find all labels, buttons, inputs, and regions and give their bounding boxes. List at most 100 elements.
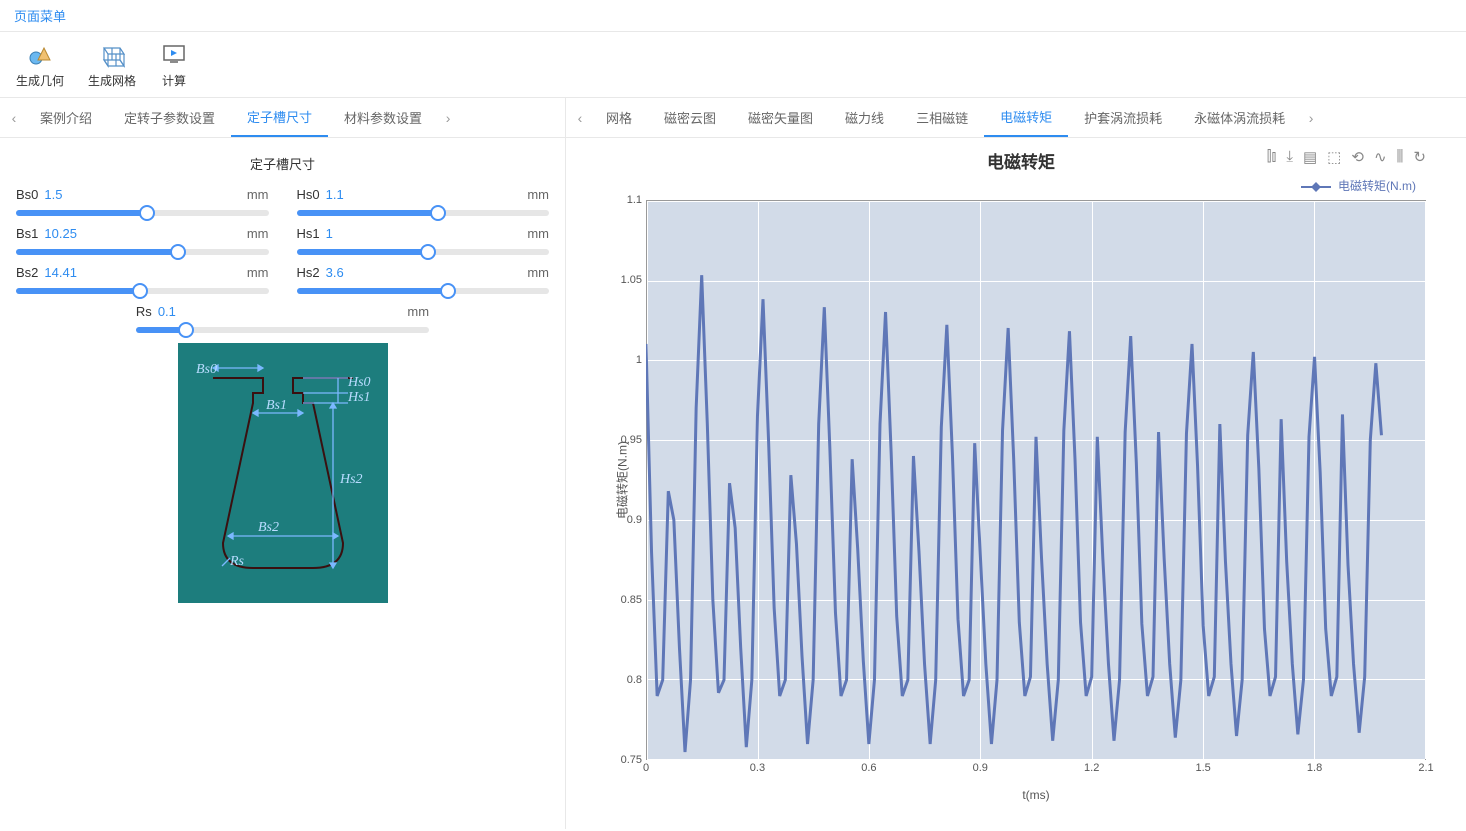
slider-unit: mm bbox=[247, 187, 269, 202]
slider-track[interactable] bbox=[297, 210, 550, 216]
left-nav-left[interactable]: ‹ bbox=[4, 110, 24, 126]
toolbar: 生成几何 生成网格 计算 bbox=[0, 32, 1466, 98]
slider-value: 14.41 bbox=[44, 265, 77, 280]
left-tab-1[interactable]: 定转子参数设置 bbox=[108, 98, 231, 137]
slider-param: Rs bbox=[136, 304, 152, 319]
slider-unit: mm bbox=[247, 265, 269, 280]
slider-value: 1.5 bbox=[44, 187, 62, 202]
chart-tool-line-icon[interactable]: ⫿⫾ bbox=[1267, 148, 1277, 166]
slider-value: 1 bbox=[326, 226, 333, 241]
svg-text:Bs0: Bs0 bbox=[196, 362, 217, 377]
tool-label: 生成几何 bbox=[16, 72, 64, 89]
page-menu[interactable]: 页面菜单 bbox=[0, 0, 1466, 32]
chart-tool-zoomout-icon[interactable]: ⟲ bbox=[1351, 148, 1364, 166]
slider-unit: mm bbox=[247, 226, 269, 241]
y-tick: 0.75 bbox=[606, 754, 642, 766]
x-tick: 2.1 bbox=[1418, 762, 1433, 774]
chart-toolbar: ⫿⫾ ⤓ ▤ ⬚ ⟲ ∿ ⫼ ↻ bbox=[1267, 148, 1426, 166]
left-panel: ‹案例介绍定转子参数设置定子槽尺寸材料参数设置› 定子槽尺寸 Bs0 1.5 m… bbox=[0, 98, 566, 829]
svg-text:Bs2: Bs2 bbox=[258, 520, 279, 535]
y-tick: 1 bbox=[606, 354, 642, 366]
left-tab-0[interactable]: 案例介绍 bbox=[24, 98, 108, 137]
chart-legend: 电磁转矩(N.m) bbox=[616, 177, 1426, 194]
chart-plot[interactable]: 电磁转矩(N.m) 0.750.80.850.90.9511.051.1 00.… bbox=[646, 200, 1426, 760]
x-tick: 0.3 bbox=[750, 762, 765, 774]
slider-thumb[interactable] bbox=[430, 205, 446, 221]
y-tick: 0.9 bbox=[606, 514, 642, 526]
svg-text:Hs2: Hs2 bbox=[339, 472, 363, 487]
slider-unit: mm bbox=[527, 187, 549, 202]
chart-tool-download-icon[interactable]: ⤓ bbox=[1286, 148, 1293, 166]
left-tabs: ‹案例介绍定转子参数设置定子槽尺寸材料参数设置› bbox=[0, 98, 565, 138]
slider-value: 1.1 bbox=[326, 187, 344, 202]
slider-unit: mm bbox=[527, 226, 549, 241]
slider-unit: mm bbox=[527, 265, 549, 280]
slider-track[interactable] bbox=[16, 210, 269, 216]
chart-area: ⫿⫾ ⤓ ▤ ⬚ ⟲ ∿ ⫼ ↻ 电磁转矩 电磁转矩(N.m) 电磁转矩(N.m… bbox=[566, 138, 1466, 829]
tool-calc[interactable]: 计算 bbox=[160, 40, 188, 89]
legend-marker-icon bbox=[1301, 186, 1331, 188]
y-tick: 0.8 bbox=[606, 674, 642, 686]
slider-hs0: Hs0 1.1 mm bbox=[297, 187, 550, 216]
right-tab-6[interactable]: 护套涡流损耗 bbox=[1068, 98, 1178, 137]
x-tick: 1.5 bbox=[1195, 762, 1210, 774]
slot-diagram: Bs0 Hs0 Hs1 Bs1 Hs2 Bs2 Rs bbox=[178, 343, 388, 603]
right-tab-4[interactable]: 三相磁链 bbox=[900, 98, 984, 137]
svg-text:Bs1: Bs1 bbox=[266, 398, 287, 413]
slider-value: 0.1 bbox=[158, 304, 176, 319]
tool-mesh[interactable]: 生成网格 bbox=[88, 40, 136, 89]
left-tab-2[interactable]: 定子槽尺寸 bbox=[231, 98, 328, 137]
right-nav-left[interactable]: ‹ bbox=[570, 110, 590, 126]
chart-tool-wave-icon[interactable]: ∿ bbox=[1374, 148, 1387, 166]
slider-value: 3.6 bbox=[326, 265, 344, 280]
chart-tool-zoomin-icon[interactable]: ⬚ bbox=[1327, 148, 1341, 166]
x-tick: 0 bbox=[643, 762, 649, 774]
x-tick: 1.8 bbox=[1307, 762, 1322, 774]
right-tab-1[interactable]: 磁密云图 bbox=[648, 98, 732, 137]
slider-bs2: Bs2 14.41 mm bbox=[16, 265, 269, 294]
slider-thumb[interactable] bbox=[132, 283, 148, 299]
slider-thumb[interactable] bbox=[178, 322, 194, 338]
left-tab-3[interactable]: 材料参数设置 bbox=[328, 98, 438, 137]
slider-thumb[interactable] bbox=[170, 244, 186, 260]
slider-thumb[interactable] bbox=[139, 205, 155, 221]
right-tab-5[interactable]: 电磁转矩 bbox=[984, 98, 1068, 137]
chart-tool-bar-icon[interactable]: ⫼ bbox=[1397, 148, 1404, 166]
x-tick: 0.6 bbox=[861, 762, 876, 774]
mesh-icon bbox=[98, 40, 126, 68]
right-tab-3[interactable]: 磁力线 bbox=[829, 98, 900, 137]
right-tab-0[interactable]: 网格 bbox=[590, 98, 648, 137]
slider-thumb[interactable] bbox=[420, 244, 436, 260]
right-tabs: ‹网格磁密云图磁密矢量图磁力线三相磁链电磁转矩护套涡流损耗永磁体涡流损耗› bbox=[566, 98, 1466, 138]
y-tick: 0.95 bbox=[606, 434, 642, 446]
slider-track[interactable] bbox=[297, 249, 550, 255]
right-tab-7[interactable]: 永磁体涡流损耗 bbox=[1178, 98, 1301, 137]
slider-param: Bs2 bbox=[16, 265, 38, 280]
slider-value: 10.25 bbox=[44, 226, 77, 241]
panel-title: 定子槽尺寸 bbox=[16, 154, 549, 173]
legend-label: 电磁转矩(N.m) bbox=[1338, 179, 1416, 193]
slider-param: Hs2 bbox=[297, 265, 320, 280]
x-tick: 1.2 bbox=[1084, 762, 1099, 774]
x-axis-label: t(ms) bbox=[1022, 788, 1049, 802]
chart-tool-refresh-icon[interactable]: ↻ bbox=[1413, 148, 1426, 166]
slider-param: Hs0 bbox=[297, 187, 320, 202]
y-tick: 1.1 bbox=[606, 194, 642, 206]
tool-geom[interactable]: 生成几何 bbox=[16, 40, 64, 89]
slider-track[interactable] bbox=[16, 288, 269, 294]
slider-panel: 定子槽尺寸 Bs0 1.5 mm Hs0 1.1 mm Bs1 bbox=[0, 138, 565, 611]
slider-track[interactable] bbox=[136, 327, 429, 333]
slider-unit: mm bbox=[407, 304, 429, 319]
slider-track[interactable] bbox=[16, 249, 269, 255]
tool-label: 计算 bbox=[162, 72, 186, 89]
right-nav-right[interactable]: › bbox=[1301, 110, 1321, 126]
slider-track[interactable] bbox=[297, 288, 550, 294]
slider-hs2: Hs2 3.6 mm bbox=[297, 265, 550, 294]
slider-bs1: Bs1 10.25 mm bbox=[16, 226, 269, 255]
slider-thumb[interactable] bbox=[440, 283, 456, 299]
svg-text:Hs0: Hs0 bbox=[347, 375, 371, 390]
right-tab-2[interactable]: 磁密矢量图 bbox=[732, 98, 829, 137]
chart-tool-data-icon[interactable]: ▤ bbox=[1303, 148, 1317, 166]
left-nav-right[interactable]: › bbox=[438, 110, 458, 126]
right-panel: ‹网格磁密云图磁密矢量图磁力线三相磁链电磁转矩护套涡流损耗永磁体涡流损耗› ⫿⫾… bbox=[566, 98, 1466, 829]
